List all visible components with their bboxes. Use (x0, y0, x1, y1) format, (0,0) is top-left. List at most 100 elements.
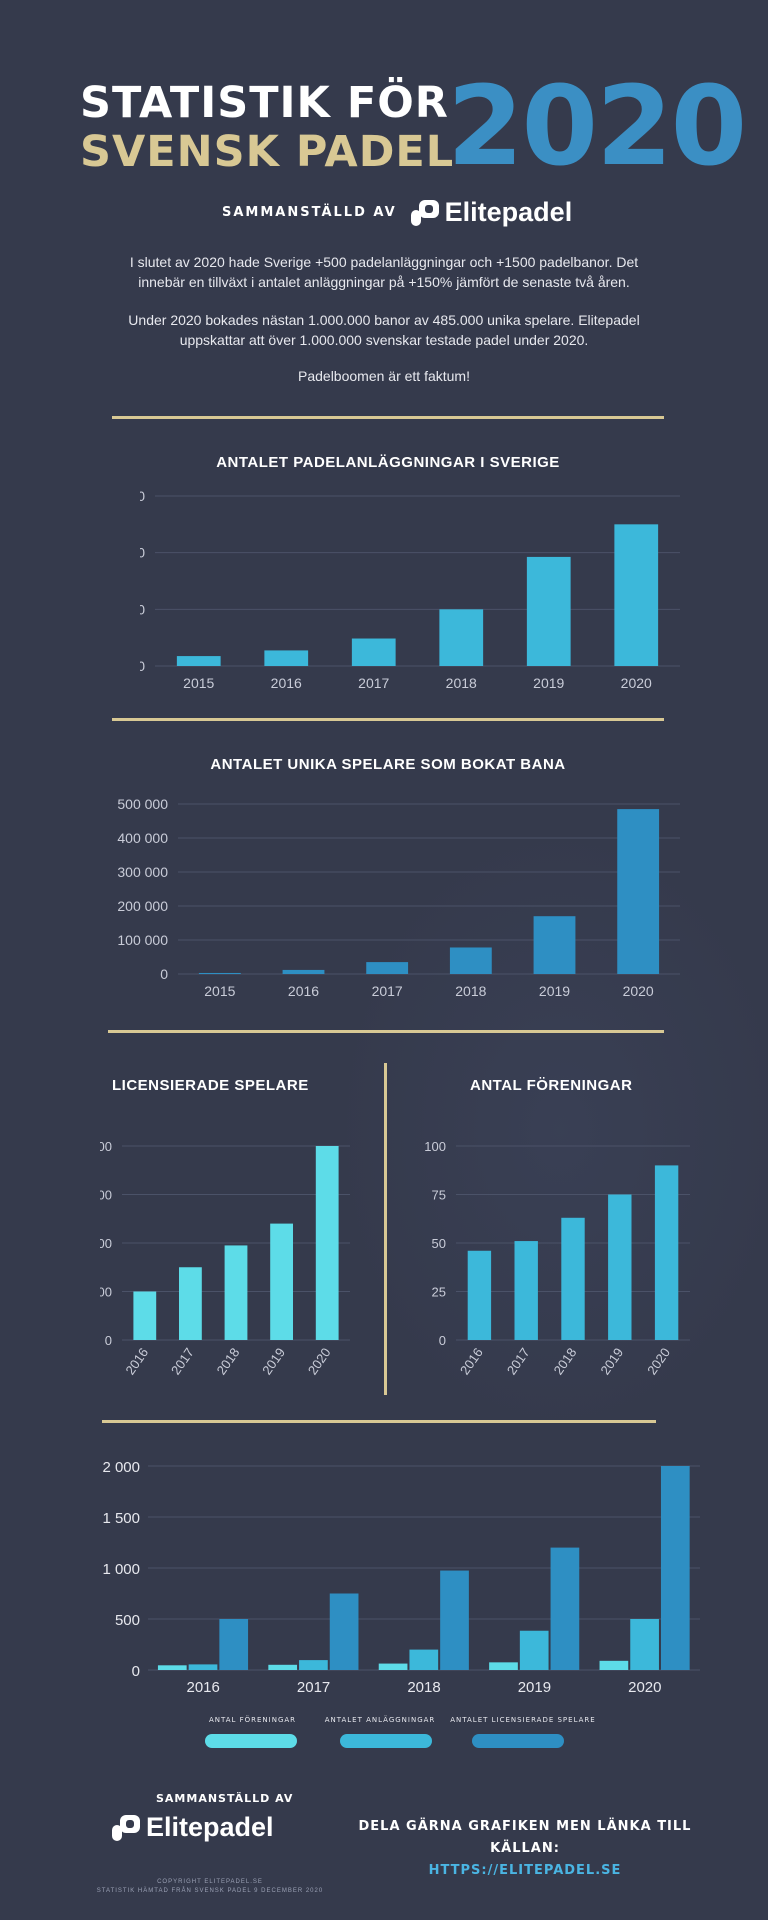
bar-2016 (264, 650, 309, 666)
bar-2016-series-1 (188, 1664, 218, 1670)
x-tick-label: 2016 (288, 983, 319, 999)
bar-2019 (270, 1223, 293, 1340)
x-tick-label: 2018 (551, 1345, 580, 1377)
bar-2018 (224, 1245, 248, 1340)
bar-2016 (467, 1250, 492, 1340)
divider-1 (112, 416, 664, 419)
bar-2019 (533, 916, 576, 974)
bar-2018 (449, 947, 492, 974)
copyright-text: COPYRIGHT ELITEPADEL.SE STATISTIK HÄMTAD… (90, 1878, 330, 1896)
y-tick-label: 50 (432, 1236, 446, 1251)
share-link[interactable]: HTTPS://ELITEPADEL.SE (428, 1863, 622, 1878)
y-tick-label: 200 000 (117, 898, 168, 914)
chart-associations-title: ANTAL FÖRENINGAR (470, 1077, 633, 1094)
intro-paragraph-1: I slutet av 2020 hade Sverige +500 padel… (129, 254, 639, 290)
bar-2019-series-1 (519, 1630, 549, 1670)
x-tick-label: 2020 (628, 1679, 661, 1696)
x-tick-label: 2018 (214, 1345, 243, 1377)
bar-2019-series-2 (550, 1547, 580, 1670)
bar-2017 (366, 962, 409, 974)
share-text: DELA GÄRNA GRAFIKEN MEN LÄNKA TILL KÄLLA… (358, 1819, 692, 1856)
x-tick-label: 2019 (597, 1345, 626, 1377)
compiled-by-header: SAMMANSTÄLLD AV Elitepadel (222, 197, 572, 228)
copyright-line-2: STATISTIK HÄMTAD FRÅN SVENSK PADEL 9 DEC… (96, 1888, 324, 1894)
x-tick-label: 2019 (539, 983, 570, 999)
intro-paragraph-3: Padelboomen är ett faktum! (298, 368, 470, 384)
x-tick-label: 2015 (183, 675, 214, 691)
y-tick-label: 100 000 (117, 932, 168, 948)
copyright-line-1: COPYRIGHT ELITEPADEL.SE (157, 1879, 263, 1885)
x-tick-label: 2015 (204, 983, 235, 999)
brand-name: Elitepadel (444, 197, 573, 227)
bar-2016-series-2 (219, 1619, 249, 1670)
y-tick-label: 0 (439, 1333, 446, 1348)
x-tick-label: 2019 (518, 1679, 551, 1696)
x-tick-label: 2018 (455, 983, 486, 999)
y-tick-label: 25 (432, 1285, 446, 1300)
y-tick-label: 0 (160, 966, 168, 982)
bar-2019 (526, 556, 571, 666)
legend-swatch-associations (205, 1734, 297, 1748)
x-tick-label: 2018 (446, 675, 477, 691)
y-tick-label: 1 500 (102, 1510, 140, 1527)
intro-paragraph-2: Under 2020 bokades nästan 1.000.000 bano… (128, 312, 640, 348)
y-tick-label: 500 (115, 1612, 140, 1629)
y-tick-label: 0 (132, 1663, 140, 1680)
bar-2016-series-0 (157, 1665, 187, 1670)
bar-2019-series-0 (489, 1662, 518, 1670)
y-tick-label: 600 (140, 488, 145, 504)
bar-2020 (614, 524, 659, 666)
x-tick-label: 2019 (259, 1345, 288, 1377)
bar-2020 (617, 809, 660, 974)
x-tick-label: 2020 (644, 1345, 673, 1377)
y-tick-label: 0 (140, 658, 145, 674)
x-tick-label: 2019 (533, 675, 564, 691)
divider-4 (102, 1420, 656, 1423)
x-tick-label: 2016 (122, 1345, 151, 1377)
y-tick-label: 2 000 (100, 1139, 112, 1154)
y-tick-label: 2 000 (102, 1459, 140, 1476)
divider-2 (112, 718, 664, 721)
x-tick-label: 2017 (358, 675, 389, 691)
footer-elitepadel-logo[interactable]: Elitepadel (112, 1812, 274, 1843)
legend-label-licensed: ANTALET LICENSIERADE SPELARE (450, 1716, 596, 1724)
chart-combined: 0 500 1 000 1 500 2 000 2016 2017 2018 2019 2020 (102, 1459, 700, 1696)
bar-2018-series-0 (378, 1663, 408, 1670)
chart-players-title: ANTALET UNIKA SPELARE SOM BOKAT BANA (210, 756, 566, 773)
bar-2018-series-1 (409, 1649, 439, 1670)
bar-2018 (439, 609, 484, 666)
chart-facilities: 0 200 400 600 2015 2016 2017 2018 2019 2020 (140, 488, 680, 691)
y-tick-label: 0 (105, 1333, 112, 1348)
bar-2018 (561, 1217, 585, 1340)
y-tick-label: 100 (424, 1139, 446, 1154)
legend-label-associations: ANTAL FÖRENINGAR (208, 1716, 297, 1724)
combined-legend: ANTAL FÖRENINGAR ANTALET ANLÄGGNINGAR AN… (200, 1716, 680, 1756)
bar-2020-series-2 (660, 1466, 690, 1670)
footer-brand-name: Elitepadel (146, 1812, 274, 1842)
bar-2019 (608, 1194, 632, 1340)
chart-facilities-title: ANTALET PADELANLÄGGNINGAR I SVERIGE (216, 454, 560, 471)
chart-licensed: 0 500 1 000 1 500 2 000 2016 2017 2018 2019 2020 (100, 1139, 350, 1377)
legend-swatch-facilities (340, 1734, 432, 1748)
elitepadel-logo[interactable]: Elitepadel (410, 197, 573, 228)
y-tick-label: 400 (140, 545, 145, 561)
title-line-2: SVENSK PADEL (80, 127, 455, 177)
bar-2018-series-2 (440, 1570, 469, 1670)
bar-2016 (133, 1291, 157, 1340)
share-block: DELA GÄRNA GRAFIKEN MEN LÄNKA TILL KÄLLA… (340, 1816, 710, 1882)
bar-2015 (176, 656, 221, 666)
divider-3 (108, 1030, 664, 1033)
bar-2020 (315, 1146, 339, 1340)
x-tick-label: 2018 (407, 1679, 440, 1696)
vertical-divider (384, 1063, 387, 1395)
x-tick-label: 2020 (621, 675, 652, 691)
y-tick-label: 500 000 (117, 796, 168, 812)
y-tick-label: 75 (432, 1188, 446, 1203)
x-tick-label: 2017 (504, 1345, 533, 1377)
x-tick-label: 2017 (372, 983, 403, 999)
bar-2017 (179, 1267, 202, 1340)
x-tick-label: 2017 (297, 1679, 330, 1696)
chart-licensed-title: LICENSIERADE SPELARE (112, 1077, 309, 1094)
chart-associations: 0 25 50 75 100 2016 2017 2018 2019 2020 (424, 1139, 690, 1377)
bar-2020-series-1 (630, 1619, 659, 1670)
